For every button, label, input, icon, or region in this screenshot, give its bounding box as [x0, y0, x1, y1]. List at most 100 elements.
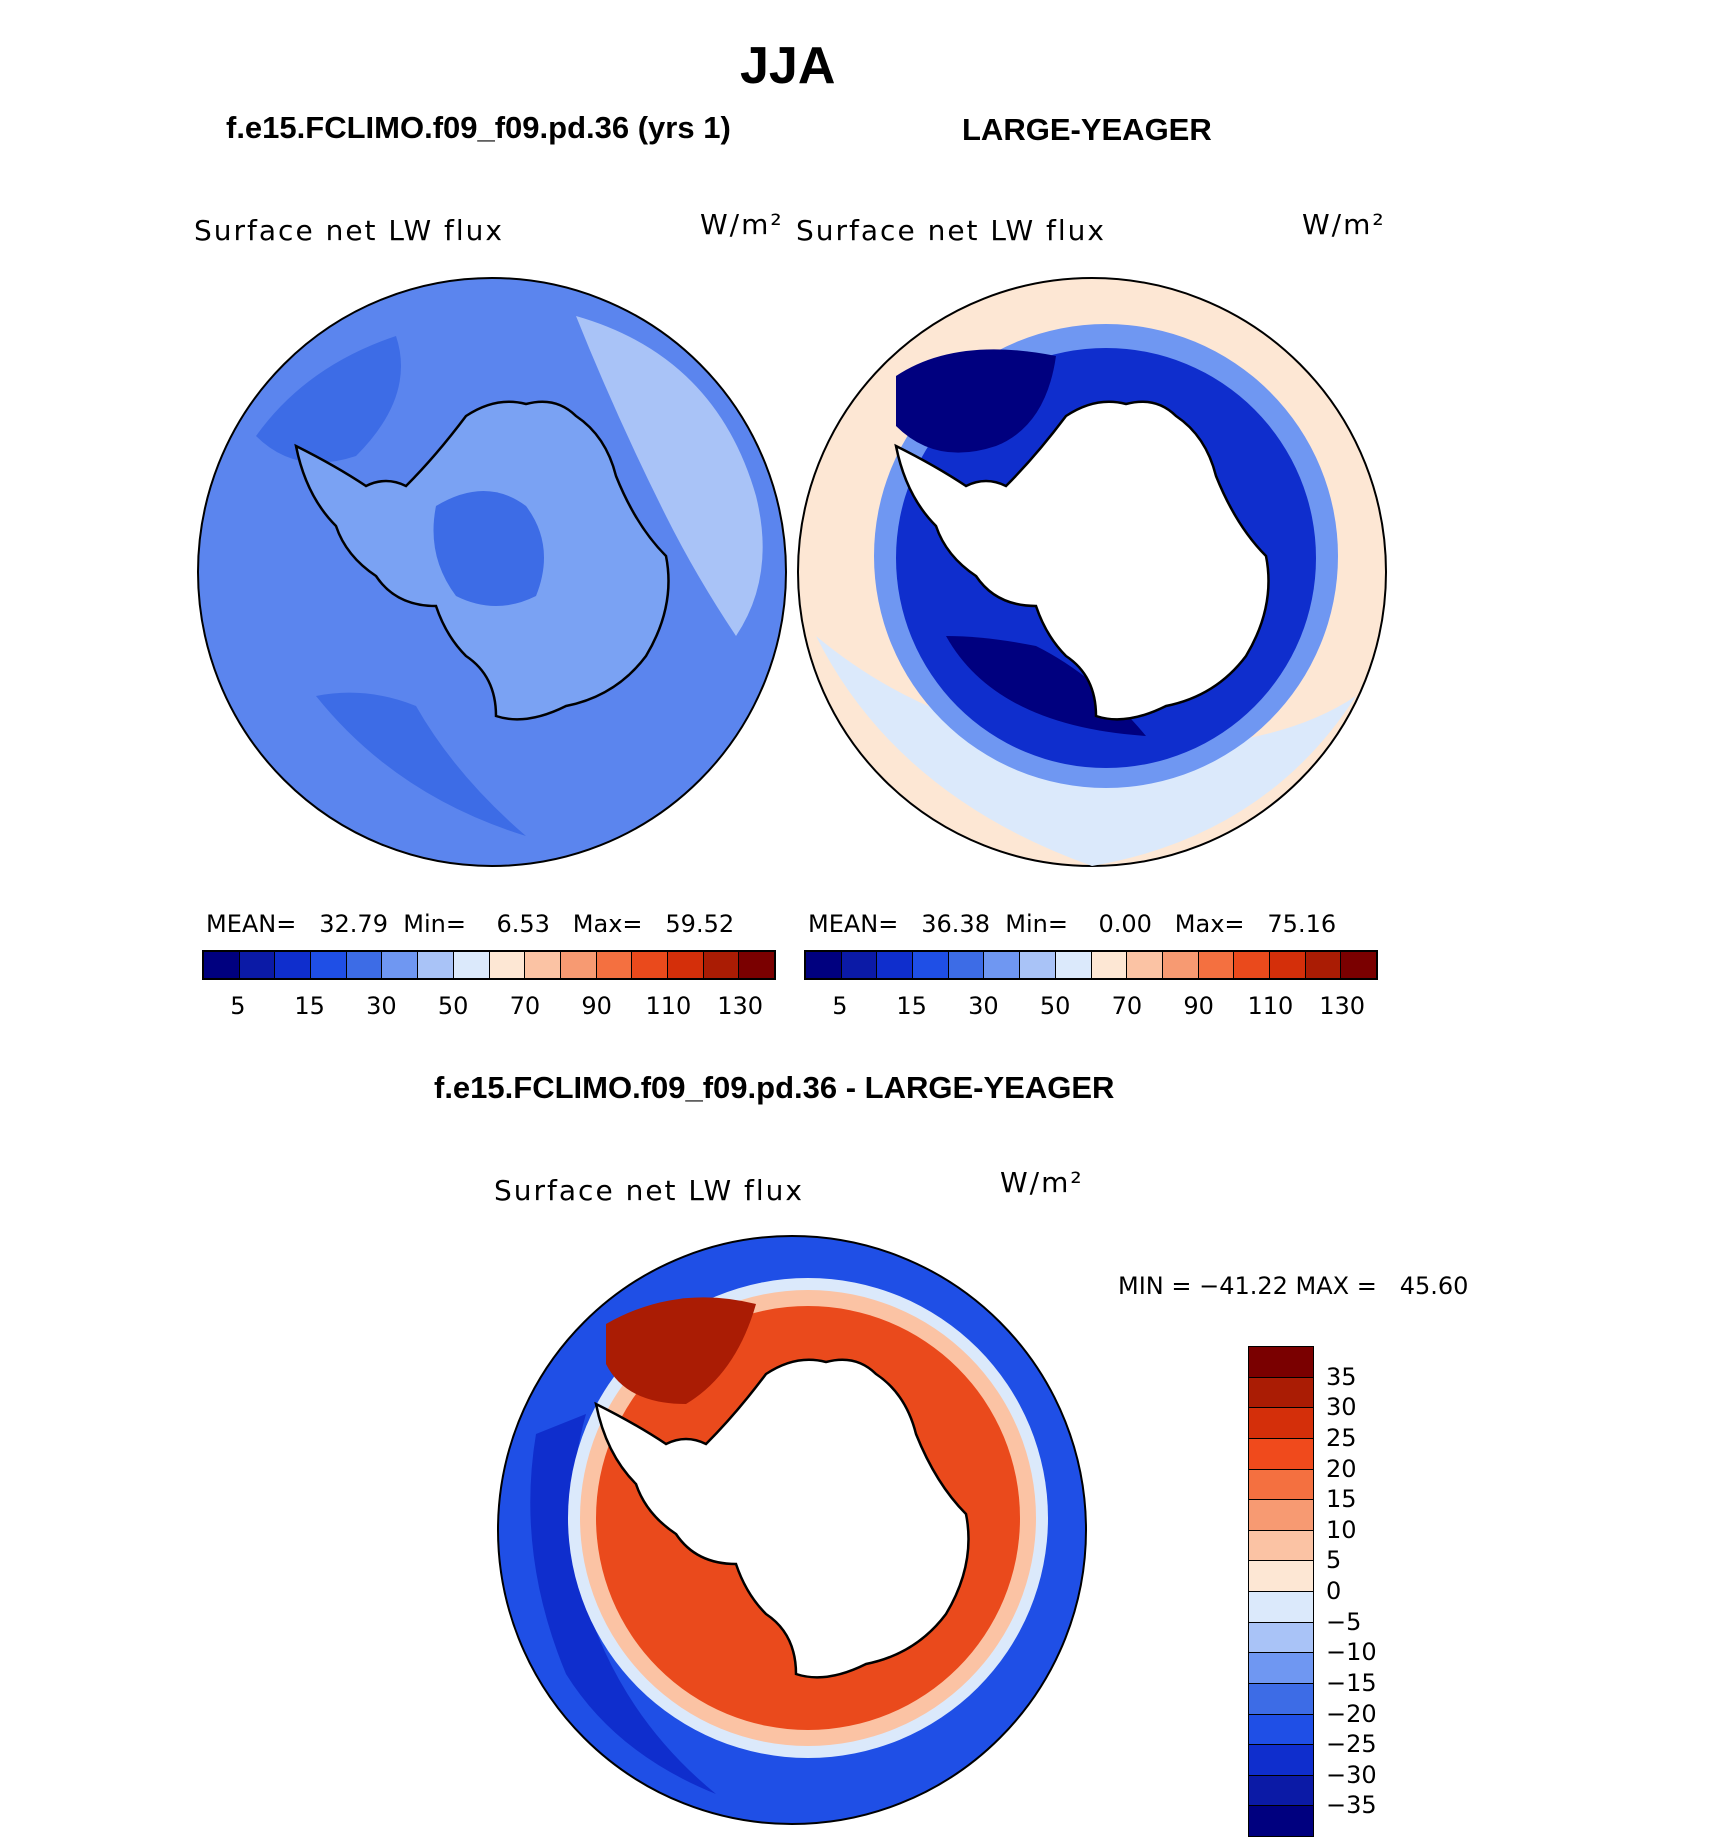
colorbar-label: 5 — [230, 992, 246, 1020]
left-map-patch — [316, 692, 526, 836]
colorbar-swatch — [739, 952, 774, 978]
diff-colorbar-label: 30 — [1326, 1393, 1357, 1422]
right-units-label: W/m² — [1302, 208, 1386, 241]
colorbar-label: 50 — [1039, 992, 1071, 1020]
diff-colorbar-label: 15 — [1326, 1485, 1357, 1514]
colorbar-swatch — [311, 952, 347, 978]
season-title: JJA — [740, 37, 836, 95]
colorbar-swatch — [204, 952, 240, 978]
right-stats: MEAN= 36.38 Min= 0.00 Max= 75.16 — [808, 910, 1337, 938]
left-map-lighter-patch — [576, 316, 763, 636]
colorbar-swatch — [1091, 952, 1128, 978]
colorbar-label: 90 — [581, 992, 612, 1020]
right-map-dark-region — [896, 349, 1056, 453]
left-polar-map — [197, 277, 787, 867]
colorbar-label: 70 — [1111, 992, 1143, 1020]
colorbar-swatch — [239, 952, 276, 978]
colorbar-swatch — [984, 952, 1021, 978]
colorbar-swatch — [948, 952, 985, 978]
diff-colorbar-swatch — [1248, 1437, 1314, 1470]
diff-colorbar-label: 0 — [1326, 1577, 1342, 1605]
colorbar-label: 30 — [366, 992, 397, 1020]
colorbar-swatch — [418, 952, 454, 978]
colorbar-swatch — [275, 952, 312, 978]
colorbar-label: 30 — [968, 992, 999, 1020]
diff-colorbar-swatch — [1248, 1682, 1314, 1715]
colorbar-swatch — [1162, 952, 1199, 978]
left-case-title: f.e15.FCLIMO.f09_f09.pd.36 (yrs 1) — [226, 110, 731, 145]
colorbar-label: 110 — [1247, 992, 1294, 1020]
diff-colorbar-swatch — [1248, 1621, 1314, 1654]
colorbar-label: 130 — [1319, 992, 1366, 1020]
diff-colorbar-swatch — [1248, 1529, 1314, 1562]
left-variable-label: Surface net LW flux — [194, 214, 504, 247]
diff-colorbar-swatch — [1248, 1468, 1314, 1501]
colorbar-label: 90 — [1183, 992, 1214, 1020]
diff-colorbar-swatch — [1248, 1713, 1314, 1746]
colorbar-swatch — [525, 952, 561, 978]
diff-colorbar-label: 20 — [1326, 1454, 1357, 1483]
diff-colorbar-label: 35 — [1326, 1362, 1357, 1391]
colorbar-label: 15 — [294, 992, 325, 1020]
diff-colorbar-swatch — [1248, 1560, 1314, 1592]
colorbar-swatch — [913, 952, 949, 978]
colorbar-swatch — [489, 952, 526, 978]
diff-colorbar-label: 5 — [1326, 1546, 1342, 1575]
diff-colorbar-swatch — [1248, 1376, 1314, 1409]
colorbar-swatch — [560, 952, 597, 978]
colorbar-swatch — [1127, 952, 1163, 978]
diff-colorbar-swatch — [1248, 1407, 1314, 1439]
colorbar-swatch — [1234, 952, 1270, 978]
colorbar-swatch — [703, 952, 740, 978]
colorbar-swatch — [1269, 952, 1306, 978]
colorbar-label: 5 — [832, 992, 848, 1020]
diff-colorbar-label: −20 — [1326, 1699, 1377, 1728]
colorbar-swatch — [1305, 952, 1342, 978]
diff-case-title: f.e15.FCLIMO.f09_f09.pd.36 - LARGE-YEAGE… — [434, 1070, 1115, 1105]
colorbar-swatch — [667, 952, 704, 978]
diff-colorbar-label: 25 — [1326, 1423, 1357, 1452]
colorbar-swatch — [877, 952, 914, 978]
diff-colorbar-label: 10 — [1326, 1515, 1357, 1544]
diff-variable-label: Surface net LW flux — [494, 1174, 804, 1207]
diff-colorbar-label: −30 — [1326, 1760, 1377, 1789]
left-colorbar — [202, 950, 776, 980]
left-stats: MEAN= 32.79 Min= 6.53 Max= 59.52 — [206, 910, 735, 938]
diff-colorbar-swatch — [1248, 1591, 1314, 1623]
diff-colorbar-label: −5 — [1326, 1607, 1362, 1636]
colorbar-swatch — [596, 952, 633, 978]
right-colorbar — [804, 950, 1378, 980]
diff-colorbar-swatch — [1248, 1346, 1314, 1378]
antarctica-land-white — [894, 400, 1270, 721]
colorbar-swatch — [1198, 952, 1235, 978]
diff-colorbar-label: −10 — [1326, 1638, 1377, 1667]
left-map-patch — [256, 336, 401, 463]
diff-colorbar-swatch — [1248, 1774, 1314, 1807]
diff-map-dark-band — [530, 1414, 716, 1794]
right-polar-map — [797, 277, 1387, 867]
diff-polar-map — [497, 1235, 1087, 1825]
right-variable-label: Surface net LW flux — [796, 214, 1106, 247]
colorbar-label: 15 — [896, 992, 927, 1020]
colorbar-swatch — [1055, 952, 1092, 978]
colorbar-swatch — [1020, 952, 1056, 978]
colorbar-label: 110 — [645, 992, 692, 1020]
diff-colorbar-label: −25 — [1326, 1730, 1377, 1759]
diff-units-label: W/m² — [1000, 1166, 1084, 1199]
colorbar-swatch — [841, 952, 878, 978]
colorbar-swatch — [1341, 952, 1376, 978]
diff-map-darker — [606, 1297, 756, 1404]
colorbar-label: 70 — [509, 992, 541, 1020]
diff-colorbar-swatch — [1248, 1652, 1314, 1684]
diff-colorbar-swatch — [1248, 1499, 1314, 1531]
diff-colorbar-label: −35 — [1326, 1791, 1377, 1820]
colorbar-swatch — [632, 952, 668, 978]
colorbar-swatch — [382, 952, 419, 978]
diff-colorbar-swatch — [1248, 1744, 1314, 1776]
left-units-label: W/m² — [700, 208, 784, 241]
antarctica-land-white — [594, 1358, 970, 1679]
right-case-title: LARGE-YEAGER — [962, 112, 1212, 147]
colorbar-label: 130 — [717, 992, 764, 1020]
left-land-patch — [433, 491, 544, 606]
colorbar-label: 50 — [437, 992, 469, 1020]
